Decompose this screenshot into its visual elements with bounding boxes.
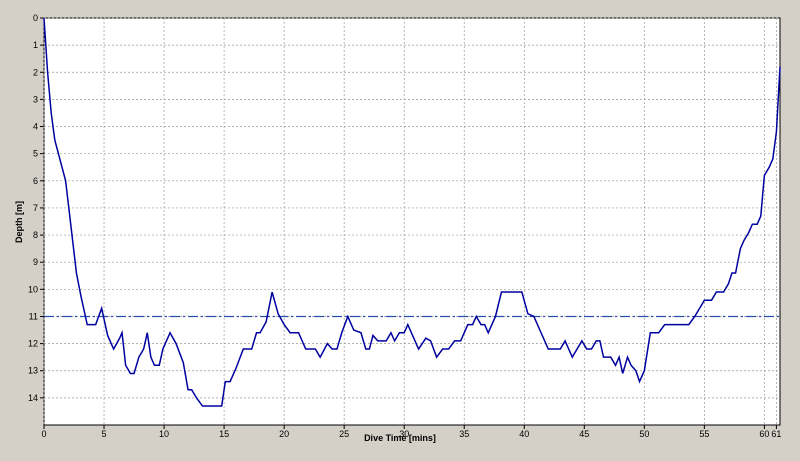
x-tick-label: 60 [759,429,769,439]
depth-line [43,17,781,407]
y-axis-label: Depth [m] [14,201,24,243]
y-tick-label: 1 [33,40,38,50]
x-tick-label: 50 [639,429,649,439]
x-tick-label: 61 [771,429,781,439]
y-tick-label: 6 [33,176,38,186]
y-tick-label: 5 [33,149,38,159]
y-tick-label: 14 [28,393,38,403]
y-tick-label: 0 [33,13,38,23]
y-tick-label: 9 [33,257,38,267]
y-tick-label: 12 [28,339,38,349]
y-tick-label: 7 [33,203,38,213]
y-tick-label: 4 [33,122,38,132]
x-tick-label: 30 [399,429,409,439]
x-tick-label: 10 [159,429,169,439]
x-tick-label: 35 [459,429,469,439]
y-tick-label: 8 [33,230,38,240]
x-tick-label: 20 [279,429,289,439]
x-axis-label: Dive Time [mins] [364,433,436,443]
y-tick-label: 13 [28,366,38,376]
x-tick-label: 55 [699,429,709,439]
x-tick-label: 25 [339,429,349,439]
x-tick-label: 15 [219,429,229,439]
y-tick-label: 11 [29,311,38,321]
x-tick-label: 45 [579,429,589,439]
y-tick-label: 10 [28,284,38,294]
x-tick-label: 40 [519,429,529,439]
x-tick-label: 5 [102,429,107,439]
x-tick-label: 0 [41,429,46,439]
plot-area [43,17,781,426]
y-tick-label: 3 [33,94,38,104]
y-tick-label: 2 [33,67,38,77]
